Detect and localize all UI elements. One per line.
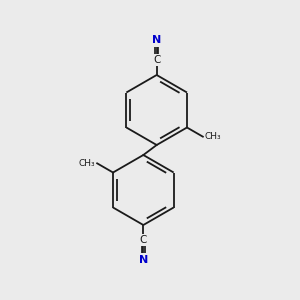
Text: CH₃: CH₃	[79, 159, 95, 168]
Text: N: N	[152, 35, 161, 45]
Text: CH₃: CH₃	[205, 132, 221, 141]
Text: C: C	[140, 235, 147, 245]
Text: C: C	[153, 55, 160, 65]
Text: N: N	[139, 255, 148, 265]
